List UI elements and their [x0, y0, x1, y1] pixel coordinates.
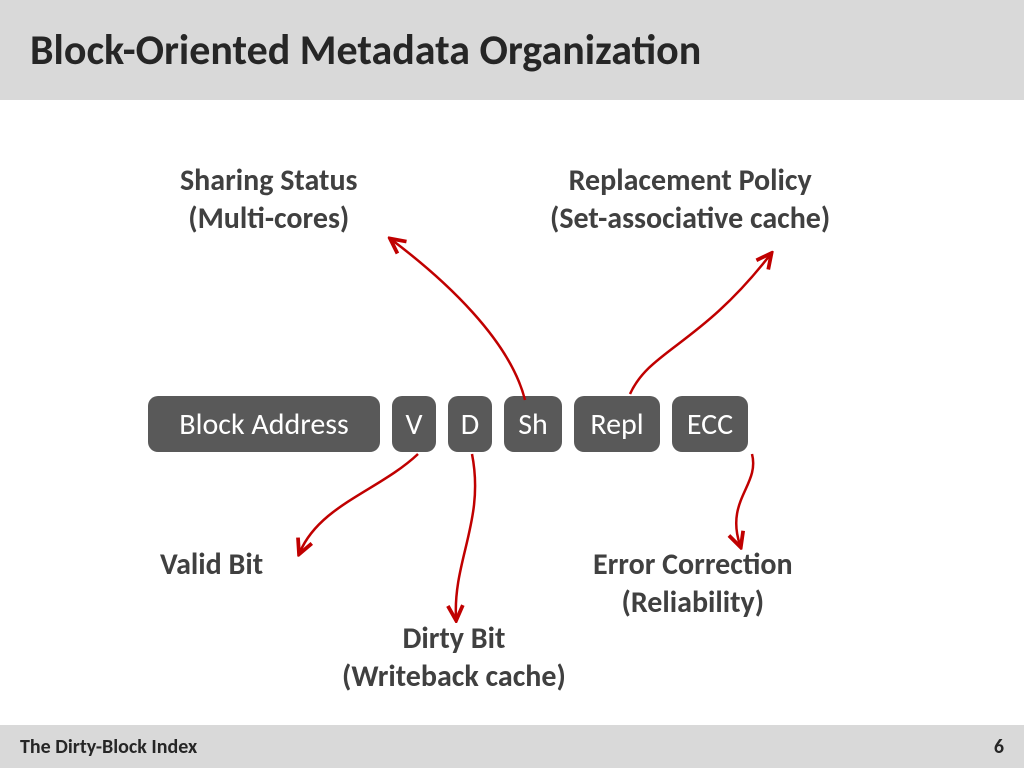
label-valid: Valid Bit [160, 546, 263, 584]
label-replacement: Replacement Policy (Set-associative cach… [550, 162, 830, 237]
block-address: Block Address [148, 396, 380, 452]
arrow-to-dirty [456, 454, 475, 618]
slide-title: Block-Oriented Metadata Organization [30, 25, 701, 76]
footer-left: The Dirty-Block Index [20, 735, 197, 759]
block-valid: V [392, 396, 436, 452]
block-dirty: D [448, 396, 492, 452]
label-line: Replacement Policy [569, 162, 812, 199]
block-sharing: Sh [504, 396, 562, 452]
label-ecc: Error Correction (Reliability) [593, 546, 793, 621]
arrow-to-replacement [630, 255, 770, 394]
label-line: (Writeback cache) [342, 658, 566, 695]
arrow-to-ecc [736, 454, 753, 545]
arrow-to-sharing [392, 240, 525, 400]
arrow-to-valid [300, 454, 418, 552]
metadata-block-row: Block Address V D Sh Repl ECC [148, 396, 748, 452]
label-line: Valid Bit [160, 546, 263, 583]
slide-body: Block Address V D Sh Repl ECC Sharing St… [0, 100, 1024, 725]
slide-footer: The Dirty-Block Index 6 [0, 725, 1024, 768]
label-line: (Multi-cores) [188, 200, 349, 237]
label-line: Error Correction [593, 546, 793, 583]
block-ecc: ECC [672, 396, 748, 452]
label-line: Dirty Bit [402, 620, 505, 657]
footer-page: 6 [994, 735, 1004, 759]
label-line: Sharing Status [180, 162, 358, 199]
label-sharing: Sharing Status (Multi-cores) [180, 162, 358, 237]
slide-header: Block-Oriented Metadata Organization [0, 0, 1024, 100]
label-dirty: Dirty Bit (Writeback cache) [342, 620, 566, 695]
block-repl: Repl [574, 396, 660, 452]
label-line: (Reliability) [622, 584, 765, 621]
label-line: (Set-associative cache) [550, 200, 830, 237]
